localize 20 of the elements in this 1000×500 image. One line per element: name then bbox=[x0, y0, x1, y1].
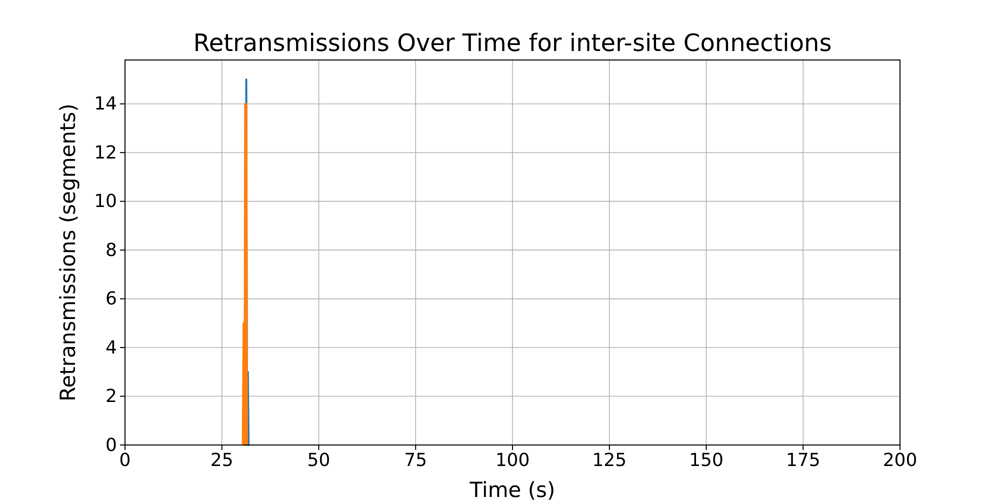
y-tick-label: 6 bbox=[106, 288, 117, 310]
x-tick-label: 100 bbox=[495, 450, 530, 471]
y-tick-label: 0 bbox=[106, 434, 117, 456]
x-tick-label: 75 bbox=[404, 450, 428, 471]
y-axis-title: Retransmissions (segments) bbox=[56, 104, 80, 402]
x-tick-label: 25 bbox=[210, 450, 234, 471]
chart-title: Retransmissions Over Time for inter-site Connections bbox=[193, 29, 832, 57]
y-tick-label: 14 bbox=[94, 94, 117, 115]
x-tick-label: 50 bbox=[307, 450, 330, 471]
y-tick-label: 2 bbox=[106, 386, 117, 408]
x-tick-label: 150 bbox=[689, 450, 724, 471]
x-tick-label: 0 bbox=[119, 450, 131, 471]
x-tick-label: 175 bbox=[786, 450, 820, 471]
x-tick-label: 125 bbox=[592, 450, 627, 471]
y-tick-label: 12 bbox=[94, 142, 117, 164]
y-tick-label: 10 bbox=[94, 191, 117, 212]
x-axis-title: Time (s) bbox=[468, 478, 556, 500]
y-tick-label: 8 bbox=[106, 240, 117, 261]
y-tick-label: 4 bbox=[106, 337, 117, 358]
x-tick-label: 200 bbox=[882, 450, 918, 471]
